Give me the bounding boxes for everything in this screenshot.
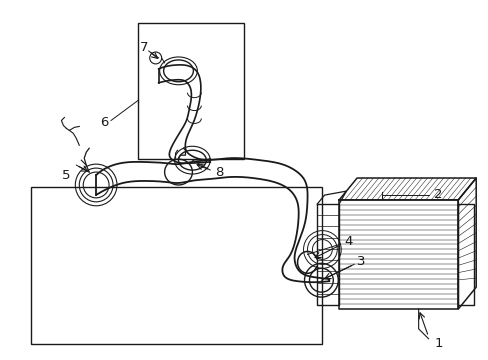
Bar [138,23,244,158]
Text: 1: 1 [433,337,442,350]
Text: 4: 4 [344,235,352,248]
Text: 7: 7 [139,41,148,54]
Text: 8: 8 [215,166,223,179]
Text: 6: 6 [100,116,108,129]
Text: 2: 2 [433,188,441,201]
Bar [31,187,322,344]
Text: 3: 3 [356,255,365,268]
Text: 5: 5 [62,168,70,181]
